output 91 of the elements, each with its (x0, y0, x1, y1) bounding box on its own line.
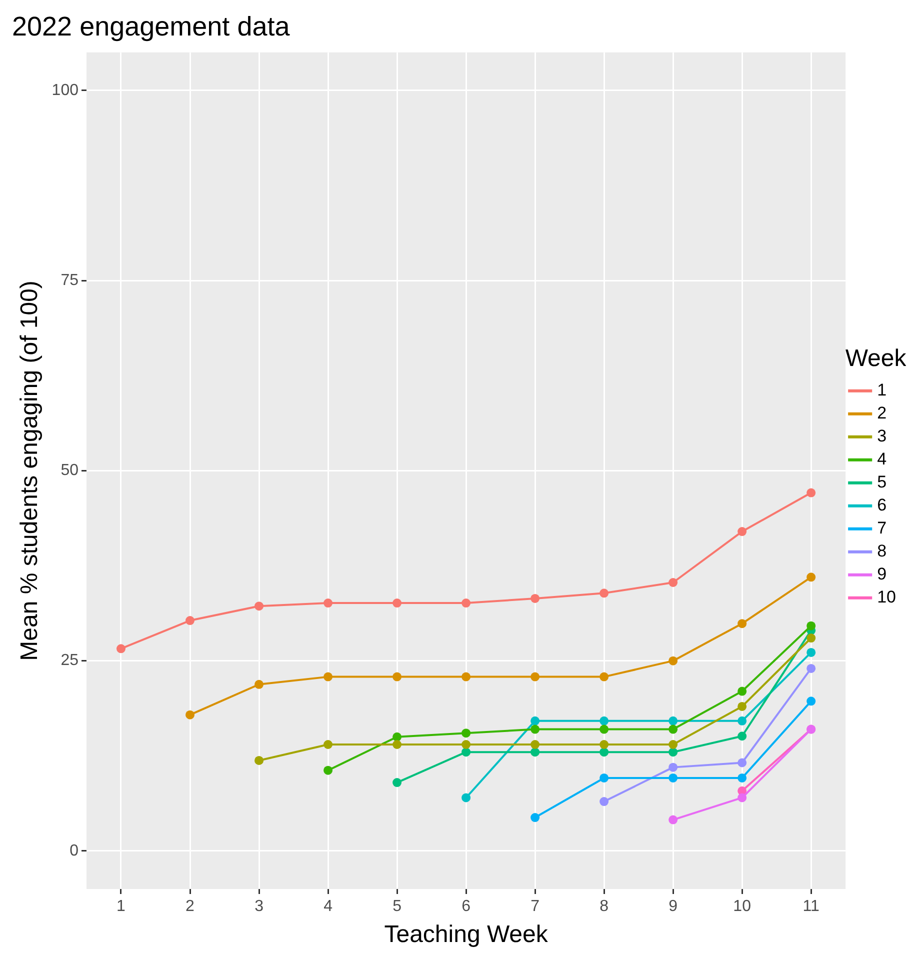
legend-label: 5 (877, 472, 887, 492)
legend-label: 8 (877, 542, 887, 561)
legend-label: 2 (877, 404, 887, 423)
point (806, 696, 816, 706)
point (738, 619, 747, 628)
x-tick-label: 8 (600, 898, 609, 916)
point (806, 621, 816, 630)
x-tick-label: 6 (462, 898, 471, 916)
point (392, 672, 402, 682)
point (324, 672, 333, 682)
point (530, 724, 540, 734)
point (806, 648, 816, 657)
point (668, 724, 678, 734)
point (392, 598, 402, 608)
y-tick-label: 100 (52, 82, 79, 99)
x-tick-label: 2 (186, 898, 195, 916)
point (738, 758, 747, 768)
x-tick-label: 9 (668, 898, 678, 916)
point (738, 716, 747, 726)
point (530, 594, 540, 603)
point (738, 773, 747, 782)
y-tick-label: 0 (70, 842, 79, 860)
point (116, 644, 126, 654)
point (738, 732, 747, 741)
point (600, 724, 609, 734)
point (462, 728, 471, 738)
point (324, 598, 333, 608)
y-tick-label: 25 (60, 652, 79, 670)
point (530, 672, 540, 682)
point (668, 748, 678, 757)
x-tick-label: 5 (392, 898, 402, 916)
point (806, 664, 816, 673)
point (600, 716, 609, 726)
point (668, 762, 678, 772)
point (462, 740, 471, 749)
point (324, 740, 333, 749)
x-tick-label: 4 (324, 898, 333, 916)
point (530, 740, 540, 749)
point (600, 588, 609, 598)
x-axis-title: Teaching Week (384, 921, 549, 948)
legend-label: 9 (877, 564, 887, 584)
point (530, 813, 540, 822)
point (600, 773, 609, 782)
point (668, 578, 678, 587)
point (392, 778, 402, 788)
point (462, 672, 471, 682)
point (600, 672, 609, 682)
point (462, 748, 471, 757)
point (738, 686, 747, 696)
point (600, 740, 609, 749)
y-tick-label: 75 (60, 272, 79, 289)
chart-title: 2022 engagement data (12, 12, 291, 42)
legend-label: 7 (877, 518, 887, 538)
point (600, 748, 609, 757)
point (668, 773, 678, 782)
point (186, 616, 195, 626)
legend-label: 3 (877, 426, 887, 446)
point (668, 716, 678, 726)
point (738, 793, 747, 802)
point (668, 740, 678, 749)
legend-label: 1 (877, 380, 887, 400)
point (392, 732, 402, 742)
legend-label: 10 (877, 588, 896, 607)
y-tick-label: 50 (60, 462, 79, 480)
x-tick-label: 1 (116, 898, 126, 916)
point (186, 710, 195, 720)
point (668, 656, 678, 666)
point (530, 716, 540, 726)
x-tick-label: 10 (733, 898, 752, 916)
legend-title: Week (845, 345, 908, 372)
point (806, 572, 816, 582)
legend-label: 6 (877, 496, 887, 515)
point (254, 680, 264, 689)
point (462, 598, 471, 608)
point (600, 797, 609, 806)
point (530, 748, 540, 757)
point (254, 756, 264, 765)
point (254, 602, 264, 611)
x-tick-label: 7 (530, 898, 540, 916)
point (462, 793, 471, 802)
point (738, 527, 747, 536)
x-tick-label: 11 (802, 898, 820, 916)
y-axis-title: Mean % students engaging (of 100) (16, 280, 44, 661)
point (806, 488, 816, 498)
point (324, 766, 333, 775)
point (738, 702, 747, 711)
point (392, 740, 402, 749)
legend-label: 4 (877, 450, 887, 469)
point (668, 815, 678, 824)
x-tick-label: 3 (254, 898, 264, 916)
point (806, 634, 816, 643)
